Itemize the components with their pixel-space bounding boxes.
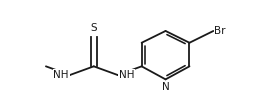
Text: NH: NH bbox=[53, 70, 69, 80]
Text: S: S bbox=[91, 23, 97, 33]
Text: Br: Br bbox=[214, 26, 226, 36]
Text: N: N bbox=[162, 82, 170, 92]
Text: NH: NH bbox=[119, 70, 134, 80]
